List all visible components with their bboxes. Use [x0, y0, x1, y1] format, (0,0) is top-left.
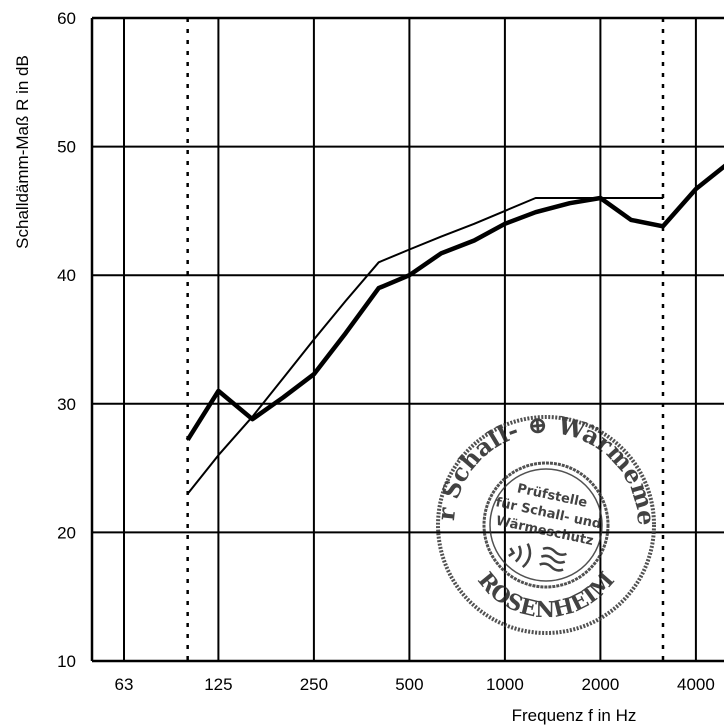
y-axis-title: Schalldämm-Maß R in dB [13, 55, 32, 249]
series-line-bold [185, 163, 724, 441]
y-tick-label: 40 [57, 266, 76, 285]
x-tick-label: 125 [204, 675, 232, 694]
data-point-thin-500 [408, 248, 410, 250]
x-tick-label: 500 [395, 675, 423, 694]
data-point-bold-1000 [504, 222, 506, 225]
x-tick-label: 1000 [486, 675, 524, 694]
stamp-city: ROSENHEIM [472, 567, 620, 623]
data-point-thin-160 [251, 416, 253, 418]
data-point-thin-2000 [599, 197, 601, 199]
data-point-thin-250 [313, 339, 315, 340]
data-point-bold-630 [440, 252, 443, 255]
y-tick-label: 60 [57, 9, 76, 28]
y-tick-label: 50 [57, 138, 76, 157]
data-point-thin-200 [282, 377, 284, 379]
data-point-bold-200 [282, 396, 284, 399]
y-tick-label: 20 [57, 523, 76, 542]
y-tick-label: 30 [57, 395, 76, 414]
data-point-thin-315 [345, 300, 347, 302]
data-point-bold-1600 [568, 202, 571, 204]
data-point-bold-4000 [695, 188, 697, 190]
x-tick-label: 2000 [581, 675, 619, 694]
data-point-thin-2500 [630, 197, 632, 199]
rubber-stamp: LABOR für Schall- ⊕ Wärmemesstechnik ROS… [431, 410, 661, 635]
data-point-bold-125 [217, 390, 220, 392]
y-tick-label: 10 [57, 652, 76, 671]
grid [90, 16, 724, 663]
data-point-bold-315 [344, 332, 347, 334]
data-point-bold-100 [186, 439, 189, 441]
data-point-thin-800 [473, 223, 475, 225]
data-point-thin-400 [378, 261, 380, 263]
x-tick-label: 250 [300, 675, 328, 694]
x-tick-label: 4000 [677, 675, 715, 694]
data-point-thin-1600 [569, 197, 571, 199]
data-point-thin-125 [217, 454, 219, 456]
data-point-bold-400 [377, 287, 380, 289]
data-point-bold-3150 [662, 225, 664, 228]
series-layer [185, 163, 724, 495]
data-point-bold-250 [313, 373, 315, 376]
series-line-thin [186, 197, 663, 495]
tick-labels: 10 20 30 40 50 60 63 125 250 500 1000 2000 4000 [57, 9, 715, 694]
data-point-thin-1000 [504, 210, 506, 212]
data-point-bold-1250 [534, 211, 537, 213]
data-point-bold-160 [251, 418, 254, 421]
stamp-logo-icon [508, 543, 567, 572]
data-point-thin-630 [440, 236, 442, 238]
data-point-bold-800 [473, 239, 475, 242]
data-point-thin-3150 [662, 197, 664, 199]
x-axis-title: Frequenz f in Hz [512, 706, 637, 725]
data-point-thin-100 [187, 493, 189, 495]
data-point-bold-500 [408, 274, 411, 277]
data-point-thin-1250 [535, 197, 537, 199]
x-tick-label: 63 [115, 675, 134, 694]
data-point-bold-2500 [630, 219, 632, 221]
